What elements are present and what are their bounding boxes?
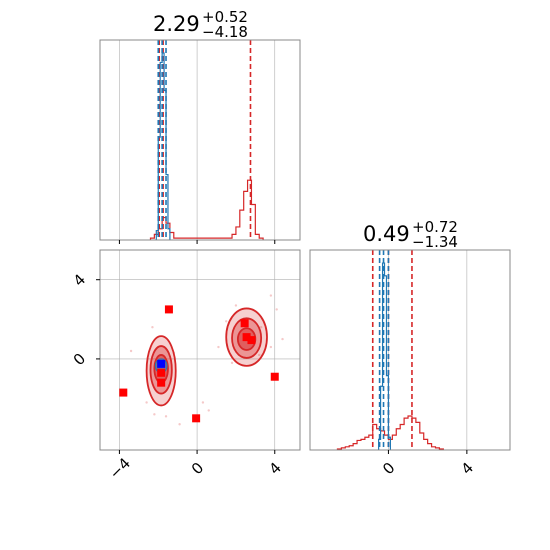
- red-square-marker: [119, 388, 128, 397]
- faint-sample-point: [145, 401, 148, 404]
- marginal-x-histogram: [99, 39, 301, 244]
- faint-sample-point: [217, 345, 220, 349]
- faint-sample-point: [259, 326, 263, 329]
- red-square-marker: [270, 372, 279, 381]
- faint-sample-point: [269, 294, 273, 297]
- marginal-x-title-lower: −4.18: [202, 23, 248, 41]
- faint-sample-point: [129, 349, 133, 353]
- marginal-y-title-value: 0.49: [363, 222, 410, 246]
- red-square-marker: [157, 368, 166, 377]
- faint-sample-point: [178, 423, 181, 426]
- faint-sample-point: [201, 401, 205, 404]
- marginal-y-title-lower: −1.34: [412, 233, 458, 251]
- faint-sample-point: [153, 413, 156, 416]
- joint-frame: [99, 249, 301, 451]
- faint-sample-point: [230, 361, 234, 365]
- faint-sample-point: [225, 320, 228, 323]
- joint-ytick-label: 0: [70, 350, 89, 369]
- faint-sample-point: [281, 337, 284, 341]
- marginal-x-frame: [99, 39, 301, 241]
- blue-square-marker: [157, 359, 166, 368]
- joint-xtick-label: 4: [265, 459, 284, 478]
- faint-sample-point: [207, 409, 210, 412]
- marginal-y-xtick-label: 0: [379, 459, 398, 478]
- faint-sample-point: [164, 415, 168, 418]
- red-square-marker: [240, 319, 249, 328]
- marginal-x-red-histogram: [149, 179, 264, 240]
- joint-ytick-label: 4: [70, 270, 89, 289]
- marginal-x-blue-histogram: [155, 52, 171, 240]
- joint-scatter-panel: −4 0 4 0 4: [70, 249, 301, 483]
- joint-xtick-label: −4: [106, 454, 134, 482]
- joint-xtick-label: 0: [188, 459, 207, 478]
- red-square-marker: [157, 378, 166, 387]
- red-square-marker: [164, 305, 173, 314]
- marginal-x-title-value: 2.29: [153, 12, 200, 36]
- marginal-y-xtick-label: 4: [458, 459, 477, 478]
- faint-sample-point: [269, 345, 273, 349]
- red-square-marker: [242, 333, 251, 342]
- faint-sample-point: [258, 353, 261, 357]
- marginal-y-frame: [309, 249, 511, 451]
- marginal-x-title-upper: +0.52: [202, 8, 248, 26]
- marginal-y-title-upper: +0.72: [412, 218, 458, 236]
- faint-sample-point: [151, 326, 154, 329]
- red-square-marker: [192, 414, 201, 423]
- faint-sample-point: [234, 304, 238, 307]
- faint-sample-point: [275, 308, 278, 311]
- red-square-marker: [247, 336, 256, 345]
